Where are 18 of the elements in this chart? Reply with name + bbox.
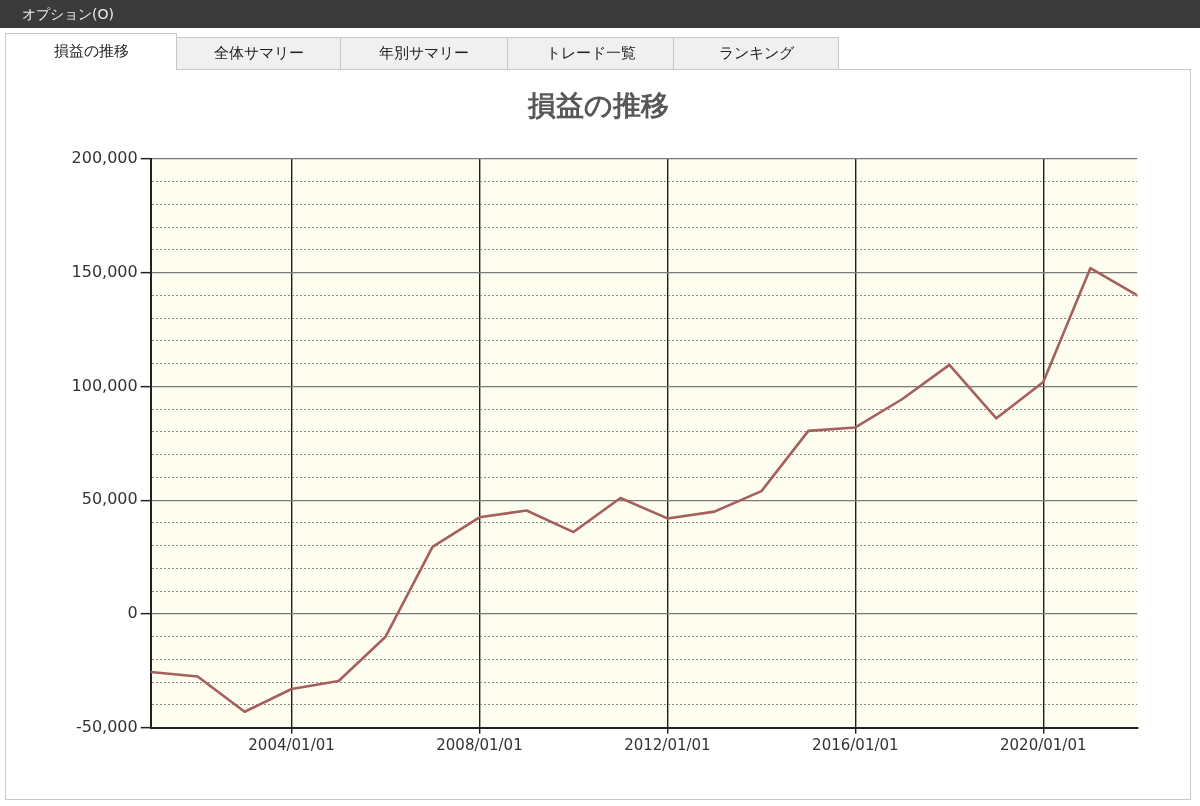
tab: 年別サマリー [340,37,508,70]
y-tick-label: 0 [127,603,138,623]
y-tick-label: 50,000 [81,489,138,509]
x-tick-label: 2016/01/01 [812,735,899,754]
y-tick-label: -50,000 [75,716,138,736]
x-tick-label: 2012/01/01 [624,735,711,754]
tab: 全体サマリー [176,37,341,70]
tab: 損益の推移 [5,33,177,70]
x-tick-label: 2008/01/01 [436,735,523,754]
x-tick-label: 2020/01/01 [1000,735,1087,754]
chart-title: 損益の推移 [526,89,669,123]
y-tick-label: 150,000 [71,261,138,281]
y-tick-label: 100,000 [71,375,138,395]
y-tick-label: 200,000 [71,148,138,168]
tab: ランキング [673,37,839,70]
menu-bar: オプション(O) [0,0,1200,28]
x-tick-label: 2004/01/01 [248,735,335,754]
tab: トレード一覧 [507,37,674,70]
